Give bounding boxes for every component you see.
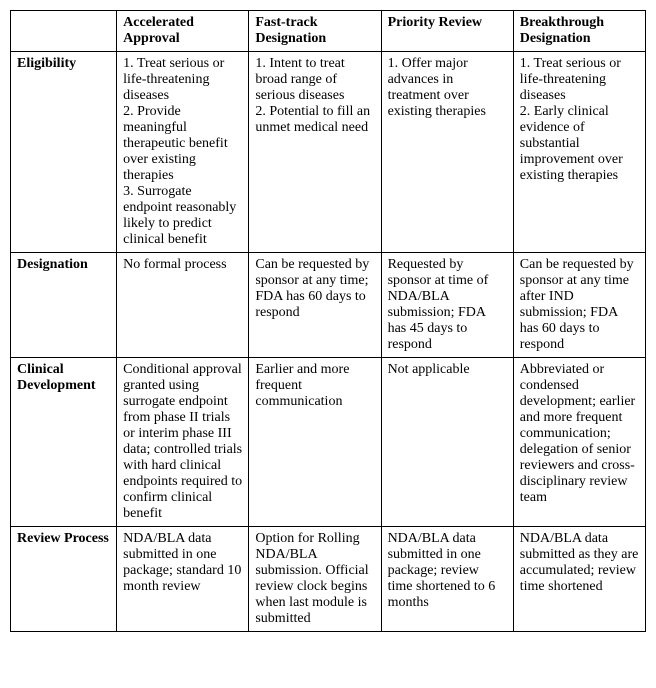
cell-eligibility-priority: 1. Offer major advances in treatment ove… — [381, 52, 513, 253]
table-header-row: Accelerated Approval Fast-track Designat… — [11, 11, 646, 52]
header-breakthrough: Breakthrough Designation — [513, 11, 645, 52]
table-row: Review Process NDA/BLA data submitted in… — [11, 527, 646, 632]
cell-designation-breakthrough: Can be requested by sponsor at any time … — [513, 253, 645, 358]
row-header-clinical: Clinical Development — [11, 358, 117, 527]
table-row: Eligibility 1. Treat serious or life-thr… — [11, 52, 646, 253]
header-empty — [11, 11, 117, 52]
cell-eligibility-breakthrough: 1. Treat serious or life-threatening dis… — [513, 52, 645, 253]
fda-pathways-table: Accelerated Approval Fast-track Designat… — [10, 10, 646, 632]
cell-designation-fasttrack: Can be requested by sponsor at any time;… — [249, 253, 381, 358]
table-row: Clinical Development Conditional approva… — [11, 358, 646, 527]
cell-clinical-priority: Not applicable — [381, 358, 513, 527]
cell-review-fasttrack: Option for Rolling NDA/BLA submission. O… — [249, 527, 381, 632]
cell-designation-accelerated: No formal process — [117, 253, 249, 358]
row-header-eligibility: Eligibility — [11, 52, 117, 253]
table-row: Designation No formal process Can be req… — [11, 253, 646, 358]
cell-clinical-breakthrough: Abbreviated or condensed development; ea… — [513, 358, 645, 527]
cell-clinical-accelerated: Conditional approval granted using surro… — [117, 358, 249, 527]
cell-eligibility-fasttrack: 1. Intent to treat broad range of seriou… — [249, 52, 381, 253]
header-accelerated: Accelerated Approval — [117, 11, 249, 52]
header-priority: Priority Review — [381, 11, 513, 52]
cell-review-accelerated: NDA/BLA data submitted in one package; s… — [117, 527, 249, 632]
row-header-designation: Designation — [11, 253, 117, 358]
cell-review-breakthrough: NDA/BLA data submitted as they are accum… — [513, 527, 645, 632]
cell-review-priority: NDA/BLA data submitted in one package; r… — [381, 527, 513, 632]
cell-clinical-fasttrack: Earlier and more frequent communication — [249, 358, 381, 527]
cell-eligibility-accelerated: 1. Treat serious or life-threatening dis… — [117, 52, 249, 253]
row-header-review: Review Process — [11, 527, 117, 632]
cell-designation-priority: Requested by sponsor at time of NDA/BLA … — [381, 253, 513, 358]
header-fasttrack: Fast-track Designation — [249, 11, 381, 52]
